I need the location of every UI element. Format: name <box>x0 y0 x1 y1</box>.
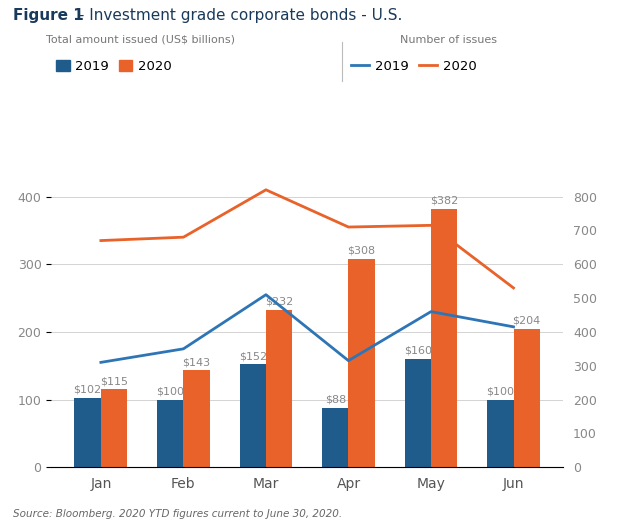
Bar <box>101 390 127 467</box>
Bar <box>348 259 375 467</box>
Bar <box>404 359 431 467</box>
Bar <box>487 400 513 467</box>
Bar <box>239 364 266 467</box>
Text: Number of issues: Number of issues <box>399 35 497 45</box>
Text: $100: $100 <box>156 386 184 396</box>
Text: $382: $382 <box>430 195 458 205</box>
Bar <box>322 408 348 467</box>
Bar <box>513 329 540 467</box>
Legend: 2019, 2020: 2019, 2020 <box>346 55 482 79</box>
Bar <box>74 398 101 467</box>
Text: $204: $204 <box>513 316 541 326</box>
Bar <box>184 371 210 467</box>
Text: $308: $308 <box>348 246 376 256</box>
Text: $115: $115 <box>100 376 128 386</box>
Bar <box>157 400 184 467</box>
Text: $100: $100 <box>486 386 515 396</box>
Legend: 2019, 2020: 2019, 2020 <box>51 55 177 79</box>
Text: Total amount issued (US$ billions): Total amount issued (US$ billions) <box>46 35 236 45</box>
Bar <box>266 310 292 467</box>
Text: Figure 1: Figure 1 <box>13 8 84 23</box>
Text: $143: $143 <box>182 357 211 367</box>
Text: $102: $102 <box>74 385 102 395</box>
Text: - Investment grade corporate bonds - U.S.: - Investment grade corporate bonds - U.S… <box>74 8 402 23</box>
Bar <box>431 209 458 467</box>
Text: $88: $88 <box>324 394 346 404</box>
Text: $232: $232 <box>265 297 293 307</box>
Text: Source: Bloomberg. 2020 YTD figures current to June 30, 2020.: Source: Bloomberg. 2020 YTD figures curr… <box>13 509 342 519</box>
Text: $160: $160 <box>404 345 432 355</box>
Text: $152: $152 <box>239 351 267 361</box>
